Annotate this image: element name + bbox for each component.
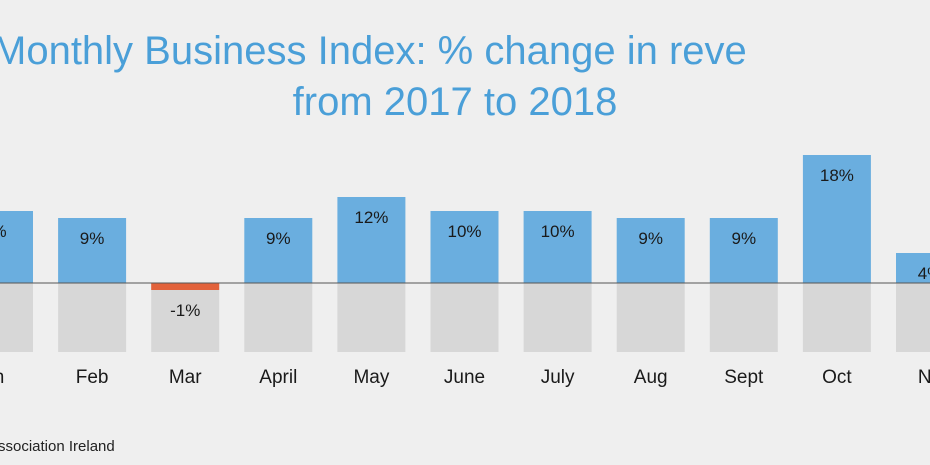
value-label-sept: 9% (732, 229, 757, 248)
band-mar (151, 283, 220, 352)
category-label-aug: Aug (634, 367, 668, 388)
category-label-april: April (259, 367, 297, 388)
band-may (337, 283, 406, 352)
band-sept (709, 283, 778, 352)
bar-nov (896, 253, 930, 283)
value-label-feb: 9% (80, 229, 105, 248)
bar-april (244, 218, 313, 283)
bar-jan (0, 211, 33, 283)
category-label-may: May (353, 367, 389, 388)
value-label-june: 10% (447, 222, 481, 241)
band-jan (0, 283, 33, 352)
category-label-oct: Oct (822, 367, 852, 388)
category-label-nov: No (918, 367, 930, 388)
bar-june (430, 211, 499, 283)
band-april (244, 283, 313, 352)
band-oct (802, 283, 871, 352)
value-label-nov: 4% (918, 264, 930, 283)
value-label-jan: % (0, 222, 7, 241)
value-label-april: 9% (266, 229, 291, 248)
category-label-sept: Sept (724, 367, 764, 388)
band-aug (616, 283, 685, 352)
category-label-jan: n (0, 367, 4, 388)
category-label-june: June (444, 367, 485, 388)
category-label-mar: Mar (169, 367, 202, 388)
value-label-may: 12% (354, 208, 388, 227)
bar-mar (151, 283, 220, 290)
source-note: ssociation Ireland (0, 438, 115, 455)
bar-sept (709, 218, 778, 283)
band-nov (896, 283, 930, 352)
bar-july (523, 211, 592, 283)
band-feb (58, 283, 127, 352)
bar-aug (616, 218, 685, 283)
band-june (430, 283, 499, 352)
category-label-feb: Feb (76, 367, 109, 388)
value-label-aug: 9% (638, 229, 663, 248)
value-label-july: 10% (541, 222, 575, 241)
value-label-oct: 18% (820, 166, 854, 185)
bar-feb (58, 218, 127, 283)
value-label-mar: -1% (170, 301, 200, 320)
chart-title-line-1: Monthly Business Index: % change in reve (0, 29, 747, 73)
bar-oct (802, 155, 871, 283)
category-label-july: July (541, 367, 575, 388)
band-july (523, 283, 592, 352)
bar-may (337, 197, 406, 283)
chart-title-line-2: from 2017 to 2018 (292, 80, 618, 124)
